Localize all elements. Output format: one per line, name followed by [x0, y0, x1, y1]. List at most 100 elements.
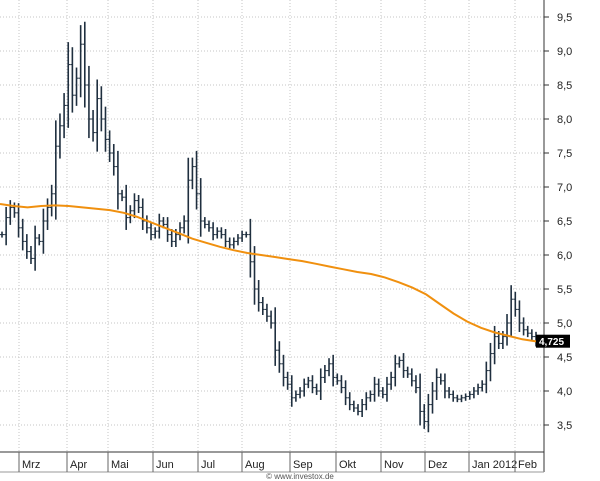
- price-bar: [277, 341, 282, 373]
- price-bar: [413, 375, 418, 394]
- price-bar: [198, 178, 203, 237]
- price-bar: [360, 398, 365, 418]
- y-tick-label: 7,5: [557, 148, 572, 160]
- x-tick-label: Feb: [518, 459, 537, 471]
- price-bar: [103, 106, 108, 152]
- price-bar: [368, 390, 373, 402]
- price-bar: [459, 394, 464, 403]
- y-tick-label: 5,5: [557, 284, 572, 296]
- y-tick-label: 6,0: [557, 250, 572, 262]
- y-axis-ticks: 9,5 9,0 8,5 8,0 7,5 7,0 6,5 6,0 5,5 5,0 4,5 4,0 3,5: [544, 12, 572, 432]
- x-tick-label: Okt: [339, 459, 356, 471]
- price-bar: [235, 234, 240, 246]
- y-tick-label: 4,0: [557, 386, 572, 398]
- price-bar: [298, 387, 303, 399]
- x-tick-label: Dez: [428, 459, 448, 471]
- price-bar: [78, 25, 83, 98]
- price-bar: [74, 67, 79, 106]
- price-bar: [124, 184, 129, 230]
- price-bar: [281, 354, 286, 387]
- y-tick-label: 5,0: [557, 318, 572, 330]
- price-bar: [95, 79, 100, 152]
- x-tick-label: Sep: [293, 459, 313, 471]
- price-bar: [327, 358, 332, 377]
- price-bar: [16, 203, 21, 238]
- price-bar: [219, 227, 224, 239]
- price-bar: [186, 157, 191, 244]
- price-bar: [0, 231, 4, 238]
- price-bar: [401, 353, 406, 378]
- price-bar: [517, 300, 522, 332]
- price-bar: [120, 189, 125, 202]
- price-bar: [509, 285, 514, 338]
- price-bar: [463, 393, 468, 401]
- price-bar: [302, 378, 307, 397]
- price-bar: [244, 231, 249, 238]
- price-bar: [455, 394, 460, 403]
- price-bar: [202, 217, 207, 229]
- price-bar: [66, 42, 71, 128]
- x-tick-label: Aug: [245, 459, 265, 471]
- price-bar: [380, 387, 385, 399]
- price-bar: [467, 391, 472, 400]
- price-bar: [8, 200, 13, 225]
- y-tick-label: 4,5: [557, 352, 572, 364]
- last-price-tag: 4,725: [536, 334, 570, 348]
- price-bar: [49, 184, 54, 217]
- price-bar: [293, 390, 298, 402]
- price-bar: [405, 366, 410, 378]
- price-bar: [451, 390, 456, 402]
- last-price-tag-background: [536, 334, 570, 348]
- price-bar: [488, 342, 493, 382]
- price-bar: [182, 215, 187, 234]
- price-bar: [248, 218, 253, 278]
- x-tick-label: Jan 2012: [472, 459, 517, 471]
- price-bar: [480, 380, 485, 392]
- price-bar: [351, 400, 356, 412]
- price-bar: [314, 383, 319, 395]
- x-tick-label: Nov: [384, 459, 404, 471]
- price-bar: [409, 368, 414, 387]
- price-bar: [57, 113, 62, 159]
- price-bar: [422, 404, 427, 429]
- price-bar: [356, 404, 360, 416]
- watermark: © www.investox.de: [266, 472, 334, 481]
- price-bar: [140, 198, 145, 230]
- price-bar: [206, 220, 211, 232]
- price-bar: [393, 354, 398, 387]
- price-bar: [529, 329, 534, 341]
- price-bar: [434, 368, 439, 400]
- price-bar: [471, 387, 476, 399]
- price-bar: [24, 234, 29, 259]
- y-tick-label: 7,0: [557, 182, 572, 194]
- price-bar: [28, 245, 33, 265]
- price-bar: [115, 150, 120, 210]
- price-bar: [521, 317, 526, 336]
- axes: [0, 0, 545, 473]
- price-bar: [426, 393, 431, 433]
- price-bar: [227, 237, 232, 249]
- price-bar: [91, 110, 96, 142]
- price-bar: [339, 375, 344, 394]
- y-tick-label: 3,5: [557, 420, 572, 432]
- price-bar: [285, 371, 290, 390]
- x-tick-label: Apr: [70, 459, 87, 471]
- price-bar: [252, 246, 257, 305]
- price-bar: [53, 120, 58, 220]
- price-bar: [335, 373, 340, 385]
- price-bar: [484, 361, 489, 394]
- last-price-label: 4,725: [539, 337, 564, 348]
- price-bar: [99, 86, 104, 132]
- price-bar: [153, 227, 158, 239]
- price-bar: [149, 222, 154, 241]
- price-bar: [264, 303, 269, 322]
- price-bar: [389, 371, 394, 390]
- price-bar: [418, 373, 423, 426]
- price-bar: [132, 193, 137, 219]
- price-bar: [318, 368, 323, 400]
- y-tick-label: 9,5: [557, 12, 572, 24]
- price-bar: [111, 144, 116, 176]
- price-bar: [397, 356, 402, 368]
- price-bar: [384, 376, 389, 402]
